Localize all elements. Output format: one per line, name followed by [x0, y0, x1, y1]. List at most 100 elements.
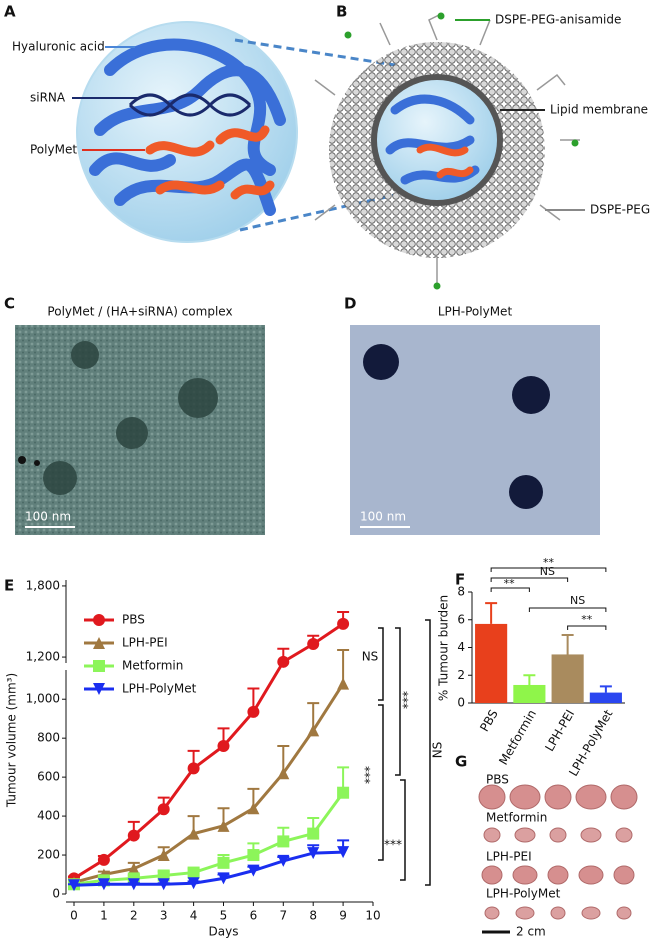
panel-g-image — [478, 784, 638, 920]
bracket — [378, 627, 384, 701]
tumour — [514, 827, 536, 843]
point — [93, 637, 105, 649]
x-tick-label: Metformin — [496, 707, 539, 767]
label: PolyMet — [30, 143, 77, 157]
legend-label: Metformin — [122, 659, 183, 673]
tumour — [512, 865, 538, 885]
x-tick-label: 3 — [160, 909, 168, 923]
point — [187, 877, 200, 890]
bracket — [425, 619, 431, 886]
annotation: ** — [581, 613, 593, 626]
y-tick-label: 800 — [37, 731, 60, 745]
point — [247, 849, 260, 862]
point — [337, 677, 350, 690]
point — [337, 617, 350, 630]
point — [187, 866, 200, 879]
panel-title: PolyMet / (HA+siRNA) complex — [47, 305, 232, 319]
series-line — [73, 682, 345, 884]
bracket — [490, 577, 569, 582]
panel-title: LPH-PolyMet — [438, 305, 513, 319]
point — [307, 827, 320, 840]
legend-label: LPH-PolyMet — [122, 682, 197, 696]
error-bar — [523, 674, 536, 685]
tumour — [610, 784, 638, 810]
tumour — [578, 865, 604, 885]
point — [217, 739, 230, 752]
scale-label: 100 nm — [360, 510, 406, 524]
x-tick-label: 9 — [339, 909, 347, 923]
point — [187, 762, 200, 775]
annotation: NS — [362, 650, 379, 664]
y-tick-label: 8 — [457, 585, 465, 599]
point — [68, 879, 80, 892]
error-bar — [599, 685, 612, 693]
point — [247, 864, 260, 877]
y-tick-label: 6 — [457, 612, 465, 626]
row-label: LPH-PEI — [486, 850, 532, 864]
tumour — [478, 784, 506, 810]
x-tick-label: 6 — [250, 909, 258, 923]
panel-d-image — [350, 325, 600, 535]
bracket — [378, 704, 384, 861]
annotation: *** — [384, 838, 402, 852]
point — [93, 660, 105, 672]
label: DSPE-PEG-anisamide — [495, 13, 621, 27]
tumour — [616, 906, 632, 920]
point — [93, 683, 105, 695]
panel-letter: C — [4, 295, 15, 313]
panel-letter: F — [455, 571, 465, 589]
bracket — [395, 627, 401, 776]
point — [337, 846, 350, 859]
point — [157, 849, 170, 862]
y-tick-label: 4 — [457, 640, 465, 654]
bracket — [490, 567, 607, 572]
y-tick-label: 600 — [37, 770, 60, 784]
point — [157, 803, 170, 816]
point — [247, 802, 260, 815]
point — [97, 878, 110, 891]
bar — [551, 654, 584, 703]
y-tick-label: 200 — [37, 848, 60, 862]
x-tick-label: 2 — [130, 909, 138, 923]
legend-label: PBS — [122, 613, 145, 627]
x-axis-label: Days — [209, 925, 239, 939]
point — [307, 724, 320, 737]
point — [307, 638, 320, 651]
tumour — [615, 827, 633, 843]
bracket — [490, 587, 530, 592]
series-line — [73, 850, 344, 887]
y-tick-label: 2 — [457, 668, 465, 682]
x-tick-label: PBS — [477, 707, 501, 734]
bar — [475, 623, 508, 703]
bracket — [528, 607, 607, 612]
annotation: ** — [504, 577, 516, 590]
tumour — [484, 906, 500, 920]
panel-letter: A — [4, 3, 16, 21]
point — [93, 614, 105, 626]
row-label: PBS — [486, 773, 509, 787]
point — [217, 872, 230, 885]
bar — [513, 684, 546, 703]
annotation: NS — [431, 742, 445, 759]
x-tick-label: 0 — [70, 909, 78, 923]
x-tick-label: 7 — [279, 909, 287, 923]
panel-letter: B — [336, 3, 347, 21]
tumour — [515, 906, 535, 920]
tumour — [509, 784, 541, 810]
point — [277, 655, 290, 668]
point — [337, 786, 350, 799]
bar — [589, 692, 622, 703]
point — [277, 835, 290, 848]
annotation: *** — [363, 766, 377, 784]
tumour — [580, 827, 602, 843]
tumour — [613, 865, 635, 885]
point — [217, 819, 230, 832]
legend-label: LPH-PEI — [122, 636, 168, 650]
panel-letter: G — [455, 753, 467, 771]
annotation: NS — [540, 565, 555, 578]
point — [277, 767, 290, 780]
point — [307, 847, 320, 860]
y-tick-label: 0 — [52, 887, 60, 901]
x-tick-label: 10 — [365, 909, 380, 923]
